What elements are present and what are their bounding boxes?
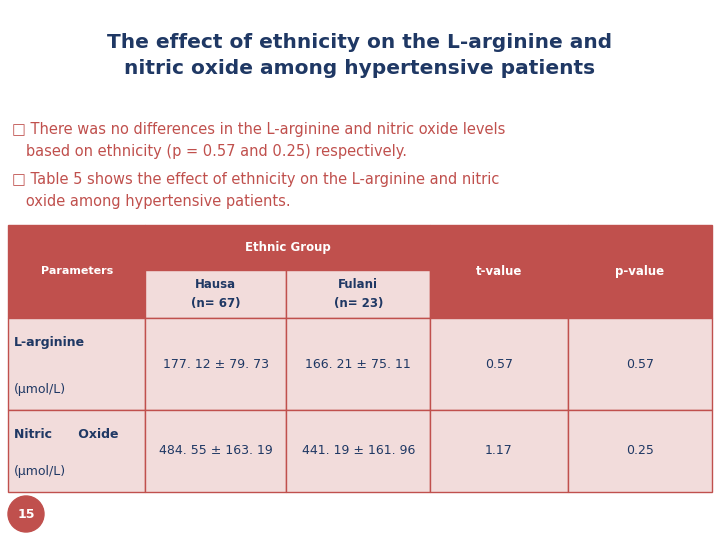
Text: 0.57: 0.57 [485,357,513,370]
Bar [145,225,431,270]
Text: (μmol/L): (μmol/L) [14,383,66,396]
Text: □ There was no differences in the L-arginine and nitric oxide levels
   based on: □ There was no differences in the L-argi… [12,122,505,159]
Text: 15: 15 [17,508,35,521]
Text: 0.25: 0.25 [626,444,654,457]
Circle shape [8,496,44,532]
Bar [286,410,431,492]
Bar [8,225,145,318]
Text: The effect of ethnicity on the L-arginine and
nitric oxide among hypertensive pa: The effect of ethnicity on the L-arginin… [107,33,613,78]
Text: Hausa
(n= 67): Hausa (n= 67) [191,279,240,309]
Text: Parameters: Parameters [40,267,113,276]
Bar [145,318,286,410]
Bar [286,318,431,410]
Bar [431,318,567,410]
Text: 1.17: 1.17 [485,444,513,457]
Bar [145,410,286,492]
Bar [431,410,567,492]
Bar [8,410,145,492]
Text: p-value: p-value [616,265,665,278]
Bar [286,270,431,318]
Text: 0.57: 0.57 [626,357,654,370]
Bar [567,225,712,318]
Text: Ethnic Group: Ethnic Group [245,241,330,254]
Bar [431,225,567,318]
Text: 166. 21 ± 75. 11: 166. 21 ± 75. 11 [305,357,411,370]
Bar [567,318,712,410]
Text: 484. 55 ± 163. 19: 484. 55 ± 163. 19 [159,444,273,457]
Text: Nitric      Oxide: Nitric Oxide [14,428,119,441]
Text: 177. 12 ± 79. 73: 177. 12 ± 79. 73 [163,357,269,370]
Bar [567,410,712,492]
Text: L-arginine: L-arginine [14,336,85,349]
Text: □ Table 5 shows the effect of ethnicity on the L-arginine and nitric
   oxide am: □ Table 5 shows the effect of ethnicity … [12,172,500,209]
Text: Fulani
(n= 23): Fulani (n= 23) [333,279,383,309]
Bar [145,270,286,318]
Text: 441. 19 ± 161. 96: 441. 19 ± 161. 96 [302,444,415,457]
Text: (μmol/L): (μmol/L) [14,465,66,478]
Bar [8,318,145,410]
Text: t-value: t-value [476,265,522,278]
